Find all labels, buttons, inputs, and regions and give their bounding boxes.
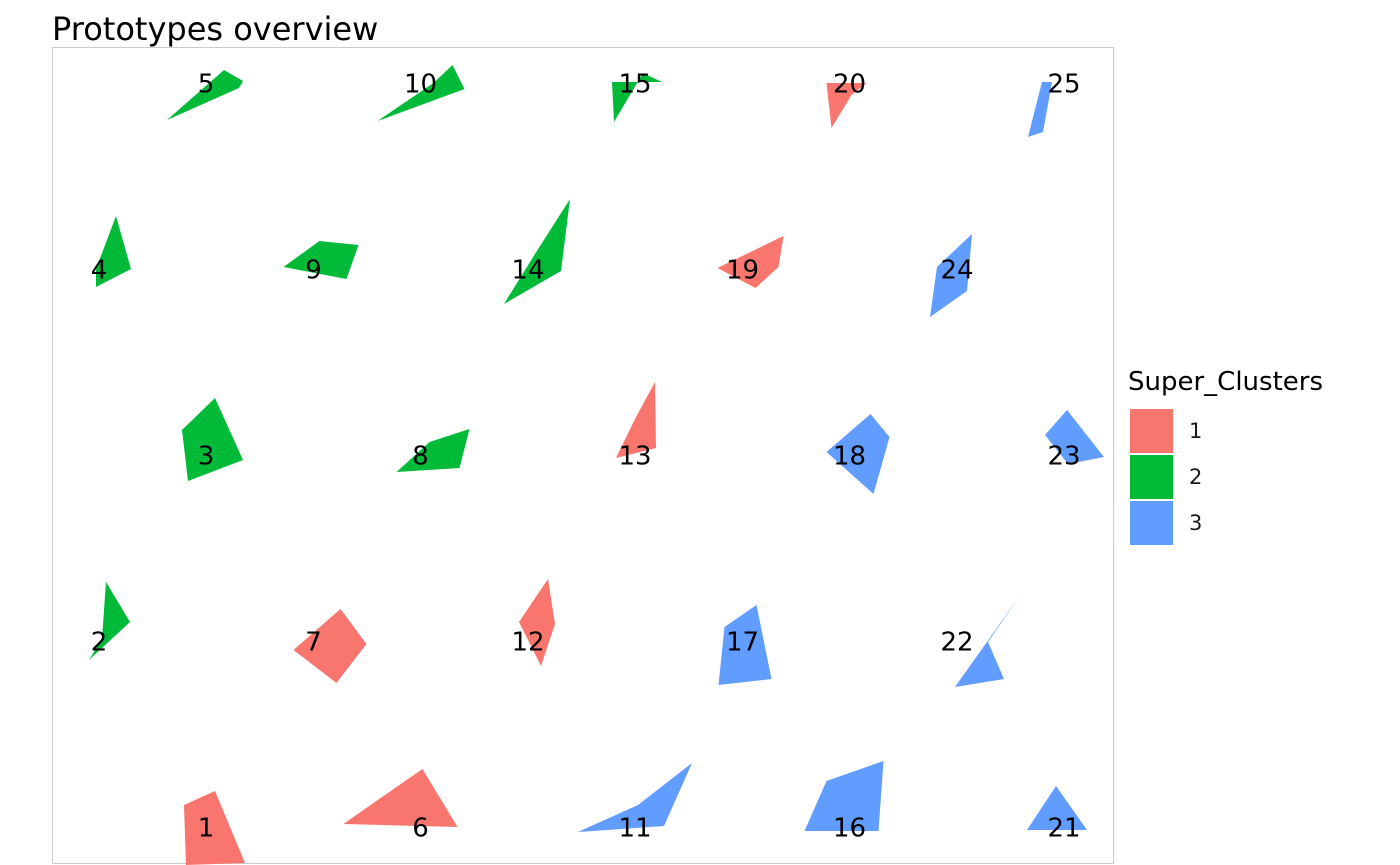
- chart-title: Prototypes overview: [52, 10, 378, 48]
- prototype-polygon-4: [96, 216, 131, 287]
- prototype-labels: 1234567891011121314151617181920212223242…: [91, 70, 1081, 844]
- prototype-polygon-1: [184, 791, 245, 865]
- prototype-polygon-9: [283, 241, 359, 279]
- prototype-polygon-14: [504, 199, 570, 304]
- prototype-label-14: 14: [511, 256, 544, 286]
- prototype-label-9: 9: [305, 256, 322, 286]
- prototype-label-12: 12: [511, 628, 544, 658]
- prototype-label-24: 24: [940, 256, 973, 286]
- prototype-polygon-3: [182, 398, 243, 481]
- prototype-polygon-7: [293, 609, 367, 683]
- prototype-label-23: 23: [1047, 442, 1080, 472]
- prototype-polygon-24: [930, 234, 972, 317]
- prototype-label-13: 13: [618, 442, 651, 472]
- legend-key-2: [1130, 455, 1173, 499]
- prototype-label-1: 1: [198, 814, 215, 844]
- prototype-polygon-17: [718, 605, 772, 685]
- prototype-label-7: 7: [305, 628, 322, 658]
- legend-label-2: 2: [1189, 465, 1202, 489]
- legend-label-1: 1: [1189, 419, 1202, 443]
- prototype-polygon-15: [612, 73, 662, 122]
- prototype-polygon-21: [1009, 786, 1087, 830]
- prototype-polygon-16: [804, 761, 884, 831]
- prototype-label-11: 11: [618, 814, 651, 844]
- prototype-label-25: 25: [1047, 70, 1080, 100]
- prototype-label-8: 8: [412, 442, 429, 472]
- prototype-label-21: 21: [1047, 814, 1080, 844]
- prototype-polygon-5: [167, 70, 243, 120]
- prototype-polygon-20: [826, 83, 867, 128]
- legend: Super_Clusters 1 2 3: [1128, 367, 1323, 545]
- prototype-polygon-6: [343, 769, 458, 827]
- prototype-label-3: 3: [198, 442, 215, 472]
- prototype-label-16: 16: [833, 814, 866, 844]
- prototype-polygon-19: [717, 236, 784, 288]
- prototype-label-17: 17: [726, 628, 759, 658]
- prototype-polygon-13: [616, 382, 656, 458]
- prototype-polygons: [89, 65, 1104, 865]
- legend-key-1: [1130, 409, 1173, 453]
- prototype-label-15: 15: [618, 70, 651, 100]
- prototype-polygon-18: [826, 414, 890, 494]
- prototype-polygon-8: [396, 429, 470, 472]
- prototype-label-18: 18: [833, 442, 866, 472]
- prototype-polygon-12: [519, 579, 555, 666]
- prototype-label-5: 5: [198, 70, 215, 100]
- prototype-polygon-22: [955, 594, 1021, 687]
- prototype-polygon-10: [377, 65, 465, 121]
- legend-title: Super_Clusters: [1128, 367, 1323, 397]
- prototype-label-2: 2: [91, 628, 108, 658]
- legend-label-3: 3: [1189, 511, 1202, 535]
- prototype-label-6: 6: [412, 814, 429, 844]
- prototype-polygon-11: [578, 763, 692, 832]
- prototype-label-4: 4: [91, 256, 108, 286]
- prototype-label-10: 10: [404, 70, 437, 100]
- legend-key-3: [1130, 501, 1173, 545]
- prototype-polygon-2: [89, 582, 130, 660]
- prototype-polygon-25: [1028, 82, 1052, 137]
- prototype-polygon-23: [1045, 410, 1104, 464]
- prototype-label-20: 20: [833, 70, 866, 100]
- prototype-label-22: 22: [940, 628, 973, 658]
- prototype-label-19: 19: [726, 256, 759, 286]
